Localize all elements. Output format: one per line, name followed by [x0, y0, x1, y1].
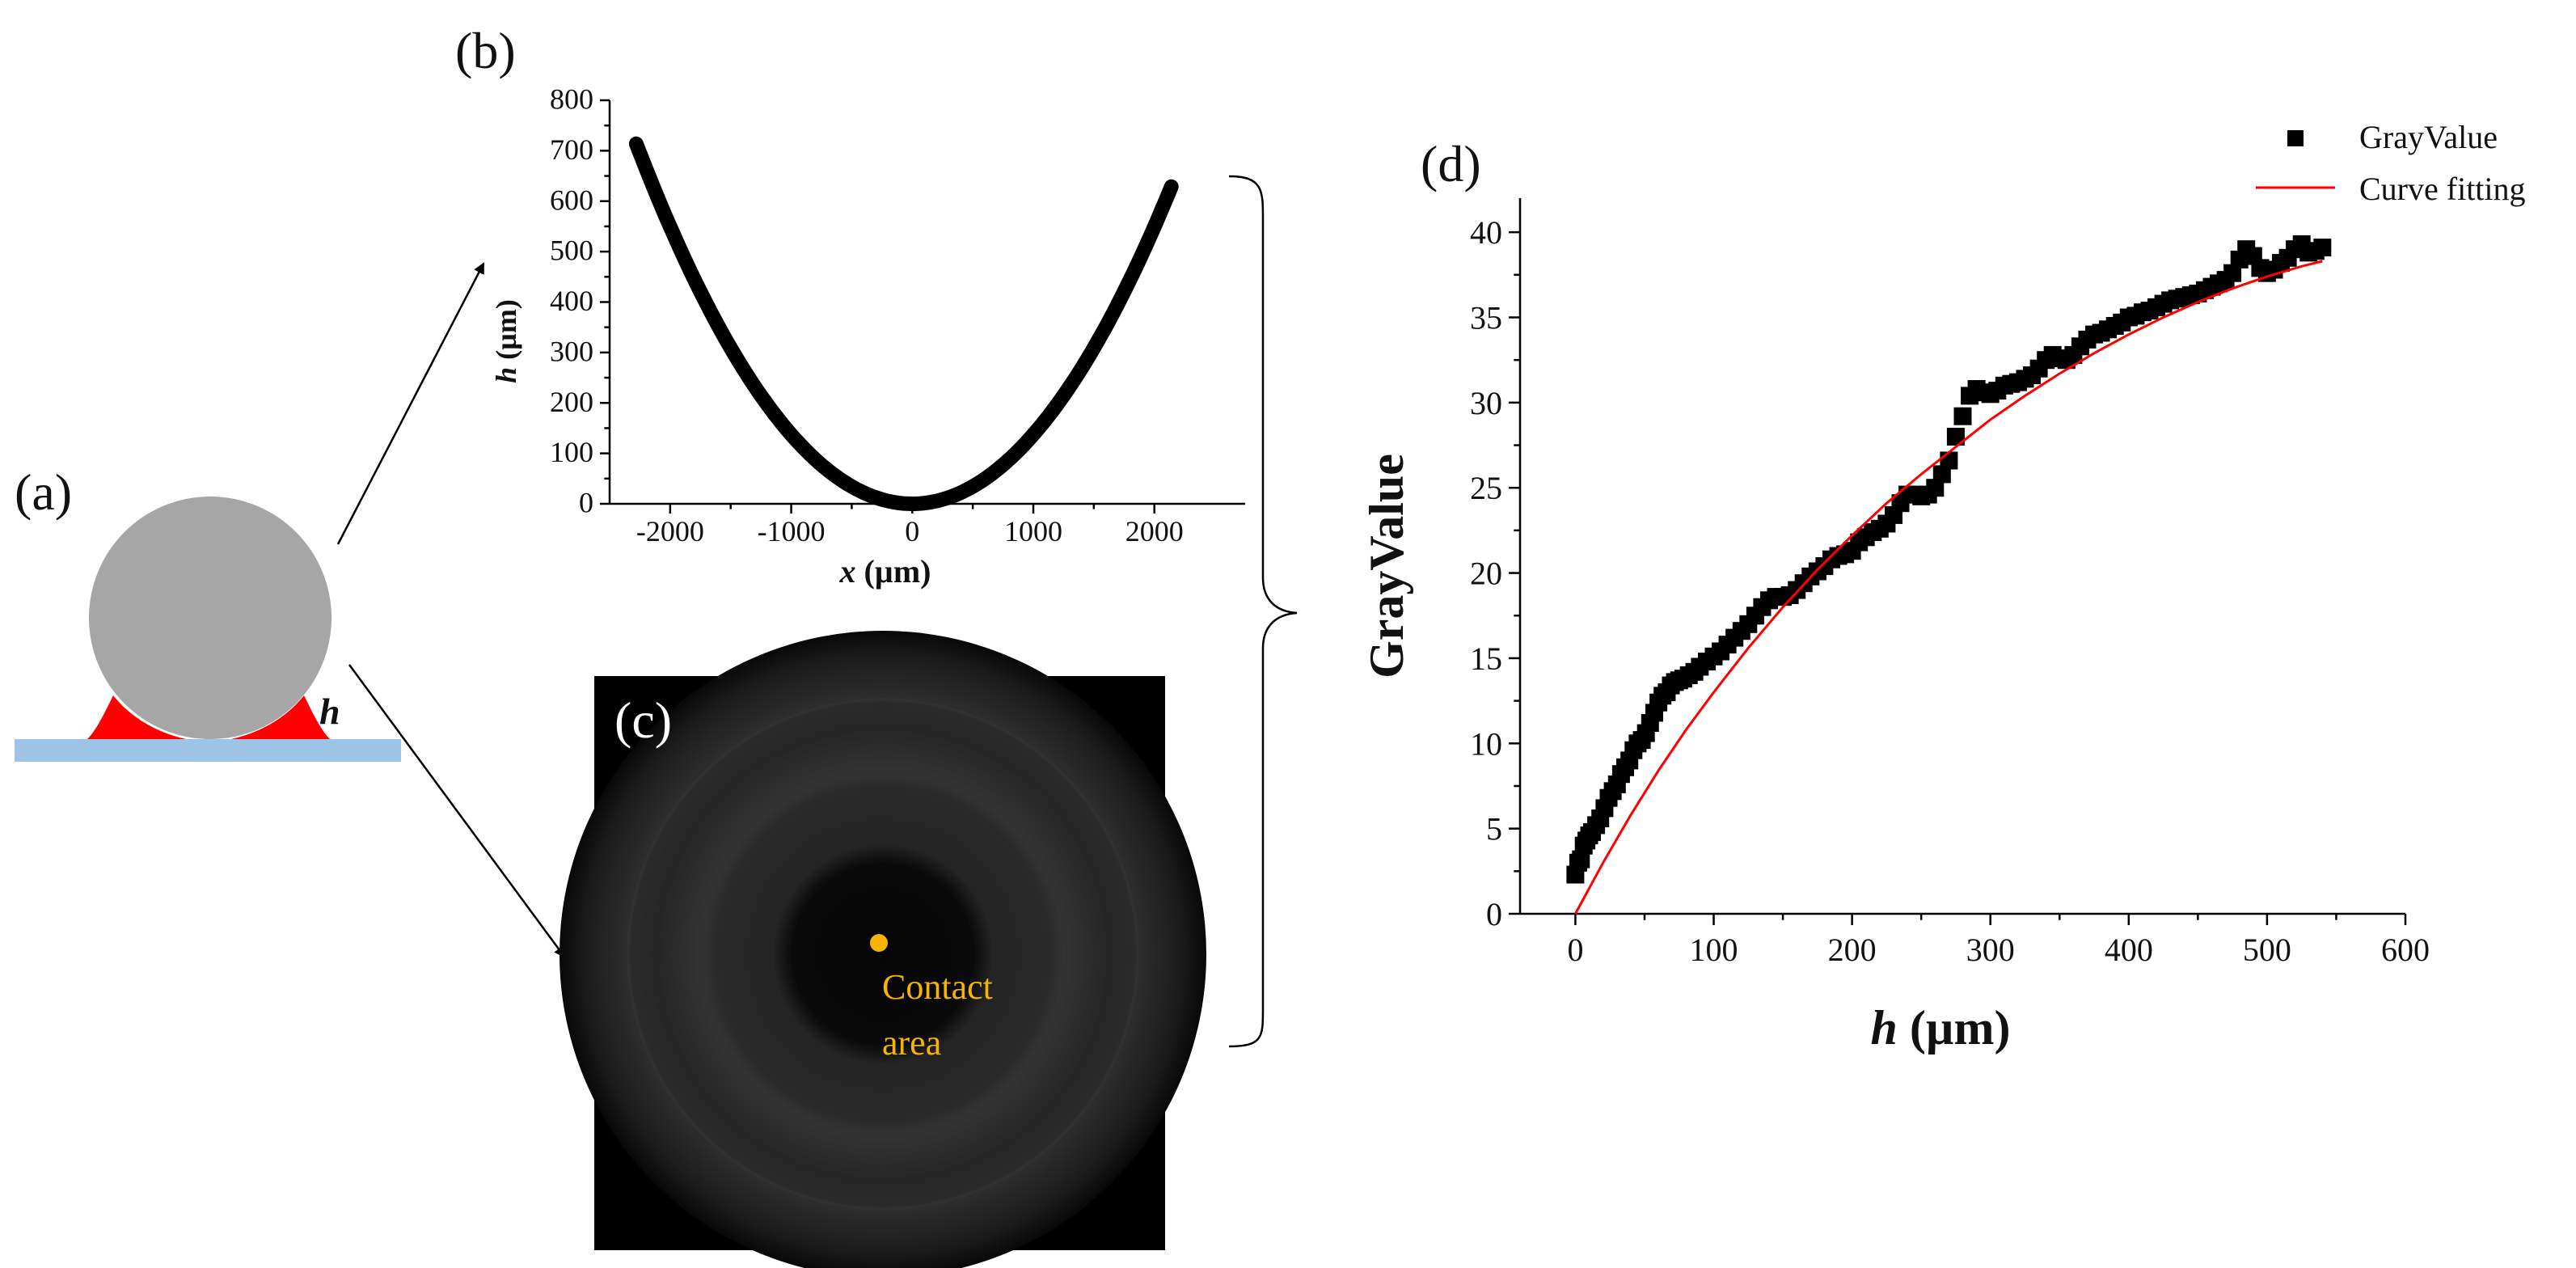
y-tick-label: 500 — [550, 235, 593, 267]
profile-point — [849, 484, 855, 489]
data-point-grayvalue — [2313, 239, 2332, 257]
y-tick-label: 15 — [1470, 640, 1502, 677]
profile-point — [667, 224, 673, 230]
grouping-bracket — [1228, 175, 1298, 1048]
x-tick-label: 400 — [2105, 932, 2153, 968]
chart-d-legend: GrayValue Curve fitting — [2256, 119, 2526, 207]
panel-a-label: (a) — [15, 463, 72, 521]
x-tick-label: 200 — [1828, 932, 1877, 968]
data-point-grayvalue — [1940, 451, 1958, 470]
x-tick-label: 300 — [1966, 932, 2015, 968]
y-tick-label: 5 — [1486, 811, 1502, 847]
x-tick-label: 500 — [2243, 932, 2291, 968]
data-point-grayvalue — [1953, 407, 1972, 425]
profile-point — [633, 142, 639, 147]
substrate-plate — [15, 739, 401, 762]
profile-point — [910, 501, 915, 506]
chart-d-x-axis-title: h (µm) — [1871, 1001, 2011, 1055]
y-tick-label: 400 — [550, 285, 593, 317]
chart-b-y-axis-title: h (µm) — [490, 299, 522, 383]
chart-b-x-axis-title: x (µm) — [838, 553, 931, 590]
y-tick-label: 700 — [550, 133, 593, 166]
x-tick-label: 600 — [2381, 932, 2430, 968]
chart-b-axes: -2000 -1000 0 1000 2000 0 100 200 300 400 500 600 70… — [550, 83, 1245, 547]
y-tick-label: 100 — [550, 436, 593, 468]
x-tick-label: 100 — [1690, 932, 1738, 968]
data-point-grayvalue — [1932, 465, 1951, 484]
panel-d: (d) 0 100 200 300 400 500 6000510152025303540 … — [1360, 119, 2526, 1055]
x-tick-label: 2000 — [1125, 515, 1184, 547]
panel-d-label: (d) — [1421, 135, 1481, 192]
panel-b: (b) -2000 -1000 0 1000 2000 0 100 200 300 400 500 6… — [455, 22, 1245, 590]
height-label: h — [319, 691, 340, 732]
y-tick-label: 0 — [579, 487, 593, 519]
panel-c-label: (c) — [614, 691, 672, 749]
liquid-bridge-right — [231, 695, 330, 739]
profile-curve — [628, 136, 1179, 511]
chart-b-plot — [628, 136, 1179, 511]
y-tick-label: 20 — [1470, 556, 1502, 592]
arrow-to-c — [348, 664, 566, 958]
liquid-bridge-left — [87, 695, 186, 739]
profile-point — [1151, 224, 1157, 230]
droplet-ring-inner — [683, 754, 1083, 1154]
y-tick-label: 40 — [1470, 214, 1502, 251]
legend-label-curve-fitting: Curve fitting — [2359, 171, 2526, 207]
x-tick-label: 1000 — [1004, 515, 1062, 547]
data-point-grayvalue — [2223, 264, 2242, 282]
y-tick-label: 300 — [550, 335, 593, 367]
droplet-ring-outer — [627, 698, 1139, 1211]
panel-c: (c) Contact area — [560, 631, 1206, 1268]
profile-point — [728, 345, 733, 351]
sphere — [89, 497, 332, 739]
x-tick-label: -1000 — [758, 515, 826, 547]
data-point-grayvalue — [1572, 850, 1590, 869]
profile-point — [1091, 345, 1096, 351]
y-tick-label: 800 — [550, 83, 593, 116]
profile-point — [788, 432, 794, 437]
data-point-grayvalue — [1926, 479, 1945, 497]
chart-d-axes: 0 100 200 300 400 500 600 0 5 10 15 20 25 30 35 40 — [1470, 198, 2430, 968]
contact-area-label-line1: Contact — [882, 967, 993, 1007]
y-tick-label: 600 — [550, 184, 593, 216]
profile-point — [1168, 184, 1174, 189]
chart-d-plot — [1566, 235, 2332, 915]
contact-point-marker — [870, 934, 888, 952]
x-tick-label: -2000 — [636, 515, 704, 547]
profile-point — [970, 484, 976, 489]
legend-label-grayvalue: GrayValue — [2359, 119, 2498, 155]
y-tick-label: 25 — [1470, 470, 1502, 506]
chart-d-y-axis-title: GrayValue — [1360, 454, 1413, 678]
y-tick-label: 30 — [1470, 385, 1502, 421]
data-point-grayvalue — [1946, 428, 1965, 446]
legend-marker-grayvalue — [2287, 130, 2304, 146]
contact-area-label-line2: area — [882, 1023, 941, 1063]
profile-point — [1031, 432, 1036, 437]
y-tick-label: 0 — [1486, 896, 1502, 932]
y-tick-label: 35 — [1470, 300, 1502, 336]
y-tick-label: 200 — [550, 386, 593, 418]
arrow-to-b — [336, 262, 485, 545]
x-tick-label: 0 — [1567, 932, 1583, 968]
y-tick-label: 10 — [1470, 725, 1502, 762]
panel-a: (a) h — [15, 262, 566, 958]
x-tick-label: 0 — [905, 515, 919, 547]
curve-fitting-line — [1574, 260, 2323, 915]
panel-b-label: (b) — [455, 22, 516, 79]
